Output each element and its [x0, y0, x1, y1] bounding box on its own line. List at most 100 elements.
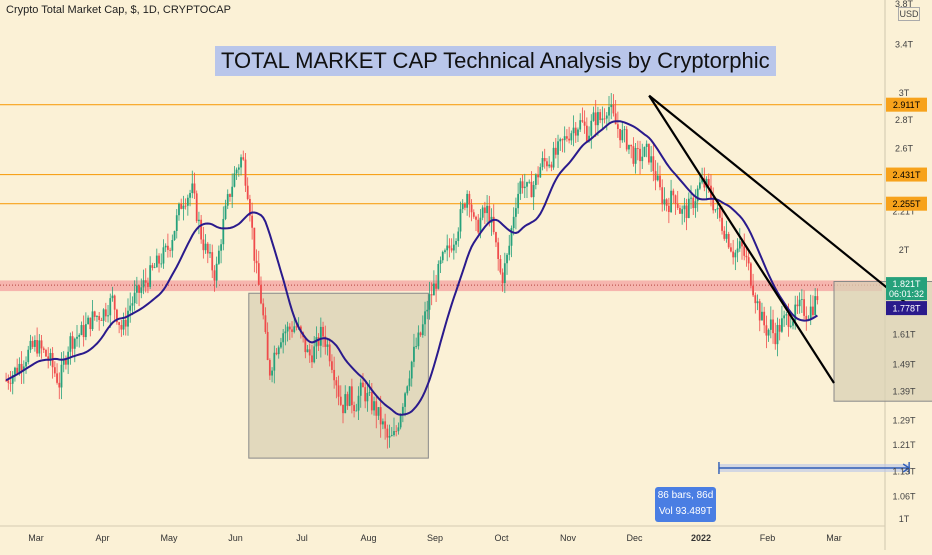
candle-body: [162, 247, 165, 264]
candle-body: [211, 252, 214, 271]
candle-body: [486, 205, 488, 214]
candle-body: [599, 112, 602, 121]
candle-body: [521, 181, 524, 189]
candle-body: [661, 187, 664, 205]
candle-body: [280, 342, 282, 348]
candle-body: [397, 427, 400, 432]
currency-toggle[interactable]: USD: [898, 7, 920, 21]
candle-body: [379, 407, 382, 425]
candle-body: [674, 195, 677, 204]
candle-body: [47, 356, 50, 360]
candle-body: [120, 325, 123, 330]
candle-body: [271, 370, 273, 376]
candle-body: [242, 157, 245, 160]
candle-body: [508, 245, 511, 255]
candle-body: [129, 305, 132, 311]
x-tick-label: Feb: [760, 533, 776, 543]
candle-body: [408, 378, 411, 387]
candle-body: [277, 347, 280, 355]
candle-body: [477, 219, 480, 233]
candle-body: [127, 310, 129, 327]
measure-volume: Vol 93.489T: [658, 506, 713, 517]
candle-body: [749, 263, 752, 286]
candle-body: [603, 118, 606, 120]
candle-body: [96, 316, 98, 317]
candles-group: [5, 93, 819, 449]
x-tick-label: Jul: [296, 533, 308, 543]
candle-body: [534, 174, 537, 185]
candle-body: [681, 209, 684, 214]
candle-body: [415, 346, 418, 347]
y-tick-label: 2.21T: [892, 207, 916, 217]
candle-body: [266, 331, 269, 360]
candle-body: [375, 401, 378, 416]
y-tick-label: 3T: [899, 88, 910, 98]
candle-body: [488, 205, 491, 223]
candle-body: [142, 280, 145, 288]
candle-body: [659, 175, 661, 188]
candle-body: [58, 382, 61, 388]
candle-body: [592, 112, 595, 121]
candle-body: [240, 157, 242, 168]
candle-body: [787, 314, 790, 327]
candle-body: [62, 359, 65, 365]
candle-body: [195, 193, 198, 222]
candle-body: [652, 156, 655, 172]
candle-body: [608, 107, 610, 116]
y-tick-label: 1.13T: [892, 467, 916, 477]
candle-body: [235, 169, 238, 174]
candle-body: [224, 205, 227, 219]
x-tick-label: Oct: [494, 533, 509, 543]
candle-body: [353, 405, 355, 411]
candle-body: [328, 344, 331, 362]
candle-body: [736, 248, 739, 253]
candle-body: [186, 197, 189, 206]
candle-body: [275, 352, 278, 355]
candle-body: [512, 216, 515, 229]
y-tick-label: 2.6T: [895, 143, 914, 153]
candle-body: [612, 104, 615, 114]
candle-body: [357, 395, 360, 411]
y-tick-label: 1.61T: [892, 329, 916, 339]
candle-body: [614, 113, 617, 125]
level-price-tag-1: 2.911T: [893, 100, 921, 110]
candle-body: [421, 324, 424, 336]
moving-average-line: [5, 120, 818, 416]
candle-body: [178, 203, 180, 216]
candle-body: [295, 326, 298, 328]
candle-body: [798, 299, 801, 307]
candle-body: [756, 301, 759, 304]
last-price-tag-bg: [886, 277, 927, 301]
candle-body: [639, 148, 641, 162]
candle-body: [359, 382, 362, 396]
candle-body: [284, 331, 287, 334]
y-tick-label: 1.49T: [892, 359, 916, 369]
candle-body: [430, 294, 433, 296]
candle-body: [335, 380, 338, 386]
candle-body: [339, 396, 342, 405]
candle-body: [579, 120, 582, 130]
candle-body: [754, 295, 757, 304]
candle-body: [38, 340, 41, 354]
candle-body: [204, 243, 207, 251]
candle-body: [552, 147, 555, 168]
candle-body: [665, 199, 668, 206]
candle-body: [424, 311, 426, 325]
candle-body: [789, 325, 792, 327]
candle-body: [559, 139, 562, 142]
candle-body: [645, 143, 648, 147]
candle-body: [563, 136, 566, 141]
candle-body: [464, 203, 466, 208]
candle-body: [200, 219, 203, 240]
candle-body: [20, 363, 23, 371]
candle-body: [432, 283, 435, 296]
candle-body: [743, 246, 746, 256]
candle-body: [656, 175, 659, 181]
candle-body: [138, 285, 140, 293]
candle-body: [605, 115, 608, 119]
candle-body: [685, 205, 688, 219]
candle-body: [492, 216, 495, 233]
symbol-header[interactable]: Crypto Total Market Cap, $, 1D, CRYPTOCA…: [6, 4, 231, 16]
candle-body: [116, 309, 118, 323]
candle-body: [663, 199, 666, 205]
